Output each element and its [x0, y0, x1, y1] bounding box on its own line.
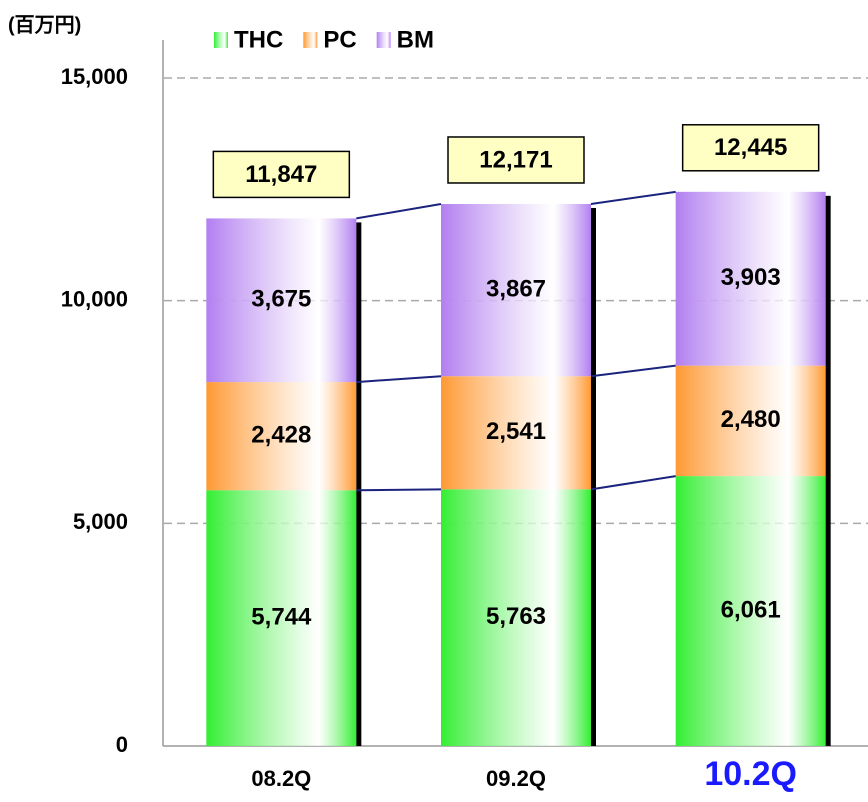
connector	[356, 488, 442, 492]
data-label: 5,763	[486, 603, 546, 630]
connector	[356, 202, 442, 220]
connector	[356, 375, 442, 384]
data-label: 2,480	[721, 406, 781, 433]
legend-label: THC	[234, 26, 283, 53]
connector	[590, 475, 676, 491]
y-tick-label: 10,000	[61, 286, 128, 311]
bar-segment	[206, 490, 357, 746]
bar-segment	[441, 203, 591, 377]
bar-shadow	[825, 195, 831, 746]
bar-segment	[675, 476, 826, 746]
bar-segment	[675, 191, 826, 366]
y-tick-label: 0	[116, 732, 128, 757]
bar-segment	[206, 382, 357, 491]
connector	[590, 190, 676, 205]
total-box	[212, 150, 351, 199]
total-label: 11,847	[245, 161, 317, 188]
total-label: 12,171	[479, 146, 552, 173]
bar-segment	[675, 365, 826, 477]
data-label: 3,675	[251, 286, 311, 313]
x-tick-label: 09.2Q	[486, 766, 546, 791]
total-box	[681, 124, 820, 172]
data-label: 5,744	[251, 603, 312, 630]
y-tick-label: 5,000	[73, 509, 128, 534]
y-tick-label: 15,000	[61, 64, 128, 89]
data-label: 2,428	[251, 421, 311, 448]
bar-segment	[441, 489, 591, 746]
data-label: 3,903	[721, 264, 781, 291]
legend-label: BM	[397, 26, 434, 53]
x-tick-label: 08.2Q	[251, 766, 311, 791]
legend-swatch	[303, 32, 318, 48]
legend-swatch	[376, 32, 391, 48]
bar-shadow	[356, 222, 362, 747]
bar-shadow	[591, 207, 596, 746]
legend-swatch	[214, 32, 228, 48]
total-label: 12,445	[714, 134, 787, 161]
legend-label: PC	[323, 26, 356, 53]
data-label: 6,061	[721, 596, 781, 623]
bar-segment	[441, 376, 591, 490]
data-label: 3,867	[486, 275, 546, 302]
x-tick-label: 10.2Q	[704, 755, 797, 793]
connector	[590, 364, 676, 378]
total-box	[447, 136, 585, 184]
bar-segment	[206, 218, 357, 383]
y-axis-label: (百万円)	[8, 14, 81, 36]
data-label: 2,541	[486, 418, 546, 445]
